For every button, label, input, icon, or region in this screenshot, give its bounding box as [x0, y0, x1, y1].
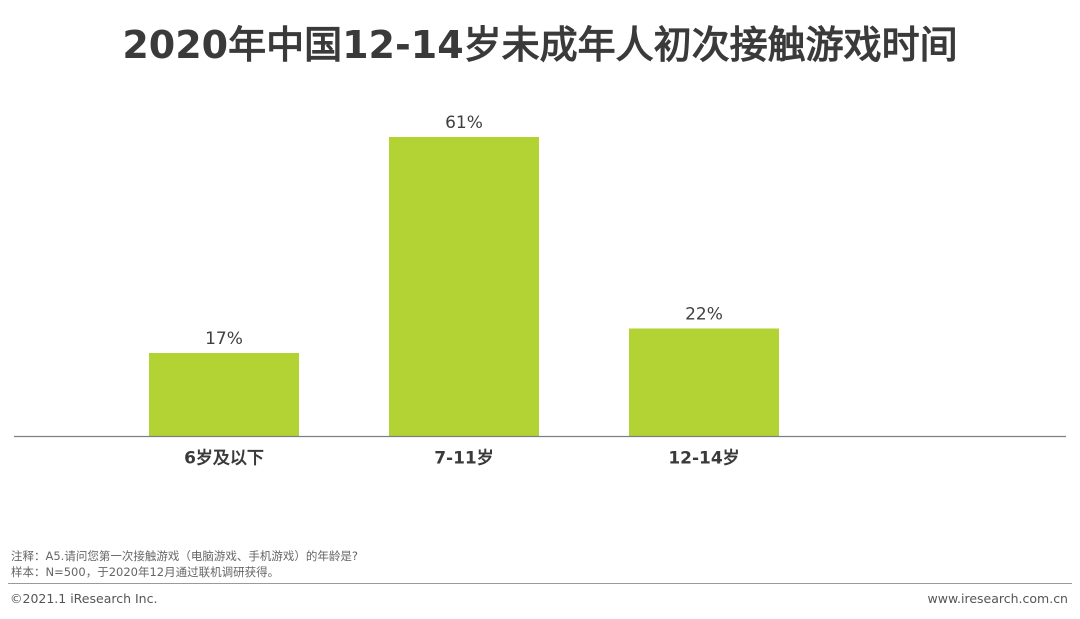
chart-note-question: 注释：A5.请问您第一次接触游戏（电脑游戏、手机游戏）的年龄是?	[11, 549, 358, 563]
bar-category-3	[629, 328, 779, 437]
data-label-category-1: 17%	[205, 329, 243, 349]
footer-divider	[8, 583, 1072, 584]
footer-url: www.iresearch.com.cn	[927, 591, 1069, 606]
bar-category-2	[389, 137, 539, 437]
bar-category-1	[149, 353, 299, 437]
page-title: 2020年中国12-14岁未成年人初次接触游戏时间	[122, 23, 958, 67]
data-label-category-2: 61%	[445, 113, 483, 133]
footer-copyright: ©2021.1 iResearch Inc.	[10, 591, 158, 606]
category-label-category-3: 12-14岁	[668, 448, 739, 469]
category-label-category-2: 7-11岁	[434, 448, 494, 469]
category-label-category-1: 6岁及以下	[184, 448, 264, 469]
data-label-category-3: 22%	[685, 305, 723, 325]
chart-note-sample: 样本：N=500，于2020年12月通过联机调研获得。	[11, 565, 280, 579]
